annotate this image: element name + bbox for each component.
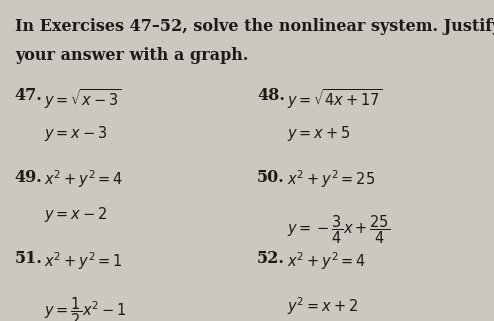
Text: $x^2 + y^2 = 25$: $x^2 + y^2 = 25$ (287, 169, 375, 190)
Text: $y = x - 2$: $y = x - 2$ (44, 205, 108, 224)
Text: 47.: 47. (15, 87, 42, 104)
Text: $x^2 + y^2 = 4$: $x^2 + y^2 = 4$ (287, 250, 366, 272)
Text: $x^2 + y^2 = 4$: $x^2 + y^2 = 4$ (44, 169, 124, 190)
Text: In Exercises 47–52, solve the nonlinear system. Justify: In Exercises 47–52, solve the nonlinear … (15, 18, 494, 35)
Text: $x^2 + y^2 = 1$: $x^2 + y^2 = 1$ (44, 250, 124, 272)
Text: 51.: 51. (15, 250, 42, 267)
Text: $y = x + 5$: $y = x + 5$ (287, 124, 350, 143)
Text: $y = -\dfrac{3}{4}x + \dfrac{25}{4}$: $y = -\dfrac{3}{4}x + \dfrac{25}{4}$ (287, 213, 390, 246)
Text: $y = \dfrac{1}{2}x^2 - 1$: $y = \dfrac{1}{2}x^2 - 1$ (44, 295, 127, 321)
Text: $y^2 = x + 2$: $y^2 = x + 2$ (287, 295, 358, 317)
Text: 50.: 50. (257, 169, 285, 186)
Text: 48.: 48. (257, 87, 285, 104)
Text: $y = \sqrt{x-3}$: $y = \sqrt{x-3}$ (44, 87, 122, 110)
Text: $y = x - 3$: $y = x - 3$ (44, 124, 108, 143)
Text: 49.: 49. (15, 169, 42, 186)
Text: your answer with a graph.: your answer with a graph. (15, 47, 248, 64)
Text: $y = \sqrt{4x+17}$: $y = \sqrt{4x+17}$ (287, 87, 382, 110)
Text: 52.: 52. (257, 250, 285, 267)
